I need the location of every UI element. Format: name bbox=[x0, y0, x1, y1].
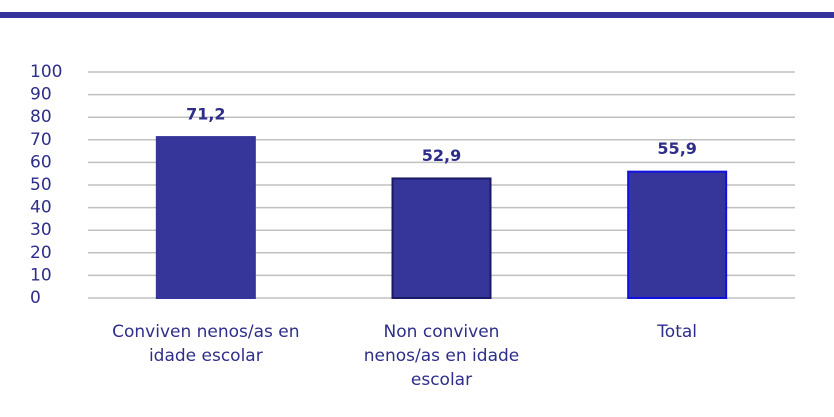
x-tick-label: Conviven nenos/as en idade escolar bbox=[112, 322, 300, 366]
y-tick-label: 40 bbox=[30, 198, 52, 218]
value-label: 52,9 bbox=[422, 146, 461, 165]
y-tick-label: 90 bbox=[30, 85, 52, 105]
value-label: 55,9 bbox=[657, 139, 696, 158]
top-rule bbox=[0, 12, 834, 18]
x-tick-label: Non conviven nenos/as en idade escolar bbox=[363, 322, 520, 390]
y-tick-label: 30 bbox=[30, 220, 52, 240]
bar bbox=[391, 177, 492, 299]
y-tick-label: 50 bbox=[30, 175, 52, 195]
value-label: 71,2 bbox=[186, 105, 225, 124]
bar bbox=[627, 170, 728, 299]
y-tick-label: 70 bbox=[30, 130, 52, 150]
y-tick-label: 0 bbox=[30, 288, 41, 308]
y-tick-label: 60 bbox=[30, 152, 52, 172]
x-tick-label: Total bbox=[657, 322, 697, 342]
y-tick-label: 80 bbox=[30, 107, 52, 127]
y-tick-label: 20 bbox=[30, 243, 52, 263]
y-tick-label: 10 bbox=[30, 265, 52, 285]
bar bbox=[155, 136, 256, 299]
y-tick-label: 100 bbox=[30, 62, 62, 82]
